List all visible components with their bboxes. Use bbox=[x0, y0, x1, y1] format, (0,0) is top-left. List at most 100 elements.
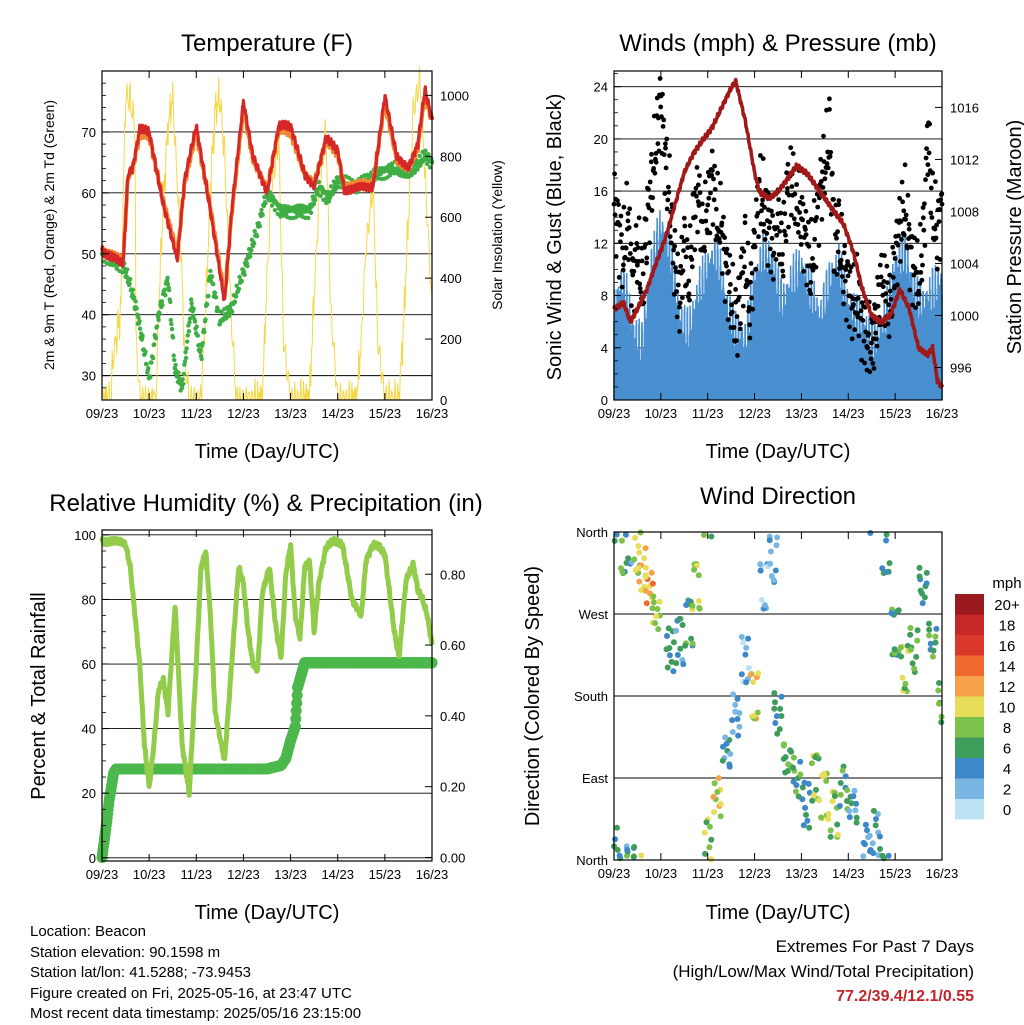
gust-point bbox=[796, 230, 801, 235]
gust-point bbox=[891, 250, 897, 256]
gust-point bbox=[901, 232, 907, 238]
gust-point bbox=[623, 245, 629, 251]
direction-point bbox=[762, 602, 768, 609]
legend-label: 0 bbox=[1003, 802, 1011, 819]
gust-point bbox=[697, 190, 703, 196]
dewpoint-point bbox=[320, 187, 325, 192]
legend-swatch bbox=[955, 635, 984, 656]
direction-point bbox=[802, 804, 809, 811]
dewpoint-point bbox=[328, 184, 334, 189]
direction-point bbox=[726, 763, 733, 770]
gust-point bbox=[831, 197, 836, 202]
direction-point bbox=[771, 705, 778, 712]
dewpoint-point bbox=[195, 333, 200, 338]
gust-point bbox=[856, 333, 862, 339]
gust-point bbox=[841, 250, 847, 256]
gust-point bbox=[774, 232, 780, 238]
gust-point bbox=[784, 170, 789, 176]
dewpoint-point bbox=[181, 371, 186, 377]
dewpoint-point bbox=[263, 201, 268, 206]
dewpoint-point bbox=[162, 287, 167, 292]
dewpoint-point bbox=[245, 263, 250, 269]
dewpoint-point bbox=[156, 317, 161, 323]
gust-point bbox=[625, 218, 631, 224]
gust-point bbox=[701, 244, 707, 250]
y-tick-label: 20 bbox=[82, 786, 96, 801]
direction-point bbox=[717, 813, 724, 820]
gust-point bbox=[752, 244, 758, 250]
legend-label: 8 bbox=[1003, 720, 1011, 737]
gust-point bbox=[906, 226, 912, 232]
direction-point bbox=[870, 807, 877, 814]
dewpoint-point bbox=[166, 287, 172, 293]
gust-point bbox=[920, 205, 926, 211]
x-tick-label: 15/23 bbox=[369, 406, 402, 421]
gust-point bbox=[819, 217, 825, 222]
dewpoint-point bbox=[183, 349, 188, 355]
y-tick-label: 400 bbox=[440, 271, 462, 286]
gust-point bbox=[667, 153, 672, 159]
gust-point bbox=[758, 153, 763, 158]
direction-point bbox=[844, 787, 851, 794]
gust-point bbox=[770, 213, 775, 218]
y-tick-label: 40 bbox=[82, 722, 96, 737]
speed-legend: 20+ 18 16 14 12 10 8 6 4 2 0 bbox=[955, 594, 1020, 820]
gust-point bbox=[886, 302, 891, 308]
direction-point bbox=[635, 565, 642, 571]
gust-point bbox=[703, 218, 709, 224]
direction-point bbox=[916, 564, 923, 571]
gust-point bbox=[637, 281, 643, 287]
gust-point bbox=[780, 273, 786, 279]
direction-point bbox=[810, 792, 817, 799]
gust-point bbox=[765, 263, 771, 268]
gust-point bbox=[735, 353, 740, 358]
gust-point bbox=[742, 264, 747, 270]
gust-point bbox=[785, 186, 790, 191]
direction-point bbox=[869, 840, 876, 847]
gust-point bbox=[890, 244, 896, 250]
direction-point bbox=[670, 639, 677, 646]
direction-point bbox=[853, 814, 860, 821]
gust-point bbox=[669, 240, 674, 246]
direction-point bbox=[652, 620, 659, 627]
dewpoint-point bbox=[212, 290, 218, 296]
direction-point bbox=[885, 852, 892, 859]
dewpoint-point bbox=[159, 299, 165, 304]
gust-point bbox=[663, 145, 668, 151]
direction-point bbox=[701, 532, 707, 538]
gust-point bbox=[730, 261, 736, 267]
gust-point bbox=[724, 263, 729, 269]
dewpoint-point bbox=[133, 299, 138, 304]
gust-point bbox=[934, 266, 940, 272]
gust-point bbox=[704, 208, 709, 214]
gust-point bbox=[684, 237, 690, 243]
winds-title: Winds (mph) & Pressure (mb) bbox=[619, 30, 936, 57]
gust-point bbox=[919, 277, 925, 283]
direction-point bbox=[898, 653, 905, 660]
gust-point bbox=[677, 300, 683, 306]
gust-point bbox=[675, 251, 681, 257]
gust-point bbox=[750, 306, 756, 312]
y-tick-label: 0.00 bbox=[440, 850, 465, 865]
direction-point bbox=[846, 814, 853, 821]
direction-point bbox=[663, 646, 670, 653]
gust-point bbox=[760, 197, 765, 203]
direction-point bbox=[902, 680, 909, 687]
x-tick-label: 11/23 bbox=[692, 866, 724, 881]
direction-point bbox=[754, 709, 761, 716]
gust-point bbox=[887, 288, 893, 294]
dewpoint-point bbox=[146, 366, 151, 371]
direction-point bbox=[860, 853, 867, 860]
direction-point bbox=[852, 807, 859, 814]
gust-point bbox=[841, 301, 846, 307]
direction-point bbox=[800, 822, 807, 829]
gust-point bbox=[678, 263, 684, 269]
dewpoint-point bbox=[239, 278, 244, 284]
direction-point bbox=[914, 627, 921, 634]
gust-point bbox=[779, 220, 784, 226]
dewpoint-point bbox=[184, 346, 189, 351]
dewpoint-point bbox=[254, 233, 260, 239]
gust-point bbox=[695, 199, 701, 205]
gust-point bbox=[816, 243, 822, 249]
gust-point bbox=[725, 317, 731, 323]
